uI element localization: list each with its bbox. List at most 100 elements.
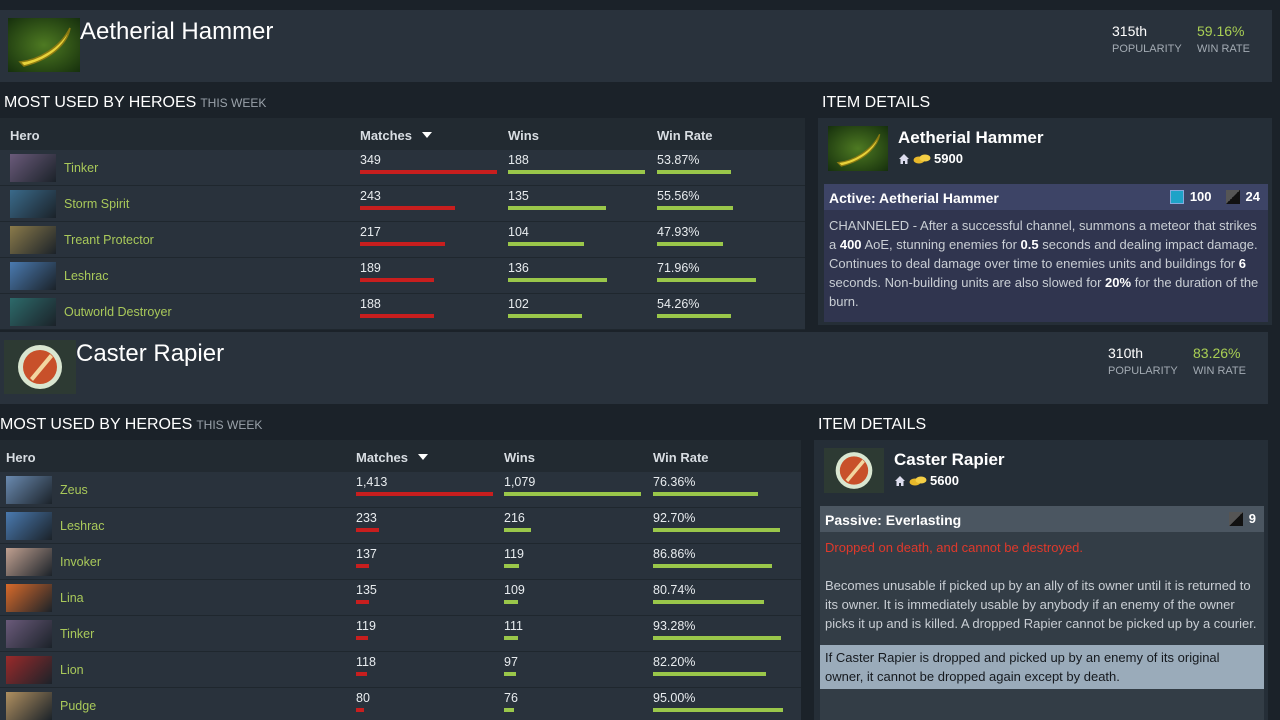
item-icon-art: [4, 340, 76, 394]
wins-value: 136: [508, 261, 529, 275]
hero-name[interactable]: Lion: [60, 663, 84, 677]
hero-table: Hero Matches Wins Win Rate Zeus 1,413 1,079 76.…: [0, 440, 801, 720]
matches-value: 189: [360, 261, 381, 275]
description-highlight: 6: [1238, 256, 1246, 271]
popularity-label: POPULARITY: [1112, 43, 1182, 55]
details-name: Aetherial Hammer: [898, 128, 1044, 147]
hero-name[interactable]: Lina: [60, 591, 84, 605]
wins-bar: [508, 278, 608, 282]
coin: [915, 476, 927, 483]
table-header: Hero Matches Wins Win Rate: [0, 440, 801, 472]
hero-name[interactable]: Zeus: [60, 483, 88, 497]
icon-hammer: [18, 27, 71, 67]
win-rate-value: 86.86%: [653, 547, 696, 561]
hero-name[interactable]: Leshrac: [60, 519, 105, 533]
hero-name[interactable]: Outworld Destroyer: [64, 305, 172, 319]
hero-row: Treant Protector 217 104 47.93%: [0, 222, 805, 258]
hero-row: Zeus 1,413 1,079 76.36%: [0, 472, 801, 508]
section-title-text: MOST USED BY HEROES: [0, 416, 193, 433]
wins-value: 76: [504, 691, 518, 705]
matches-bar: [356, 600, 370, 604]
win-rate-value: 54.26%: [657, 297, 700, 311]
hero-name[interactable]: Tinker: [64, 161, 99, 175]
column-header[interactable]: Win Rate: [653, 450, 709, 465]
hero-name[interactable]: Leshrac: [64, 269, 109, 283]
win-rate-bar: [653, 492, 758, 496]
column-header[interactable]: Wins: [504, 450, 535, 465]
hero-row: Tinker 119 111 93.28%: [0, 616, 801, 652]
item-win-rate: 83.26%: [1193, 345, 1241, 361]
shop-icon: [895, 475, 905, 486]
hero-portrait: [10, 154, 56, 182]
hero-name[interactable]: Treant Protector: [64, 233, 154, 247]
win-rate-value: 76.36%: [653, 475, 696, 489]
cost-value: 5900: [934, 151, 963, 166]
matches-bar: [356, 564, 370, 568]
win-rate-bar: [657, 278, 756, 282]
ability-description: CHANNELED - After a successful channel, …: [829, 216, 1263, 311]
ability-body: Dropped on death, and cannot be destroye…: [820, 532, 1264, 695]
description-text: seconds and dealing impact damage. Conti…: [829, 237, 1258, 271]
details-title: ITEM DETAILS: [818, 416, 927, 433]
matches-value: 137: [356, 547, 377, 561]
matches-value: 217: [360, 225, 381, 239]
ability-description: Becomes unusable if picked up by an ally…: [825, 576, 1259, 633]
ability-box: Active: Aetherial Hammer 100 24 CHANNELED -…: [824, 184, 1268, 322]
popularity-rank: 315th: [1112, 23, 1148, 39]
column-header: Hero: [6, 450, 36, 465]
hero-name[interactable]: Invoker: [60, 555, 101, 569]
wins-value: 1,079: [504, 475, 536, 489]
hero-portrait: [6, 548, 52, 576]
ability-box: Passive: Everlasting 9 Dropped on death, a…: [820, 506, 1264, 720]
wins-value: 135: [508, 189, 529, 203]
matches-value: 118: [356, 655, 376, 669]
description-text: Becomes unusable if picked up by an ally…: [825, 578, 1257, 631]
hero-name[interactable]: Tinker: [60, 627, 95, 641]
win-rate-bar: [653, 564, 772, 568]
wins-value: 216: [504, 511, 525, 525]
hero-row: Tinker 349 188 53.87%: [0, 150, 805, 186]
column-header[interactable]: Matches: [360, 128, 413, 143]
win-rate-bar: [653, 708, 784, 712]
column-header[interactable]: Win Rate: [657, 128, 713, 143]
matches-bar: [360, 206, 456, 210]
wins-bar: [504, 672, 517, 676]
item-icon: [4, 340, 76, 394]
hero-row: Storm Spirit 243 135 55.56%: [0, 186, 805, 222]
description-highlight: 0.5: [1020, 237, 1039, 252]
gold-icon: [913, 154, 931, 163]
win-rate-value: 82.20%: [653, 655, 696, 669]
wins-value: 102: [508, 297, 529, 311]
details-title: ITEM DETAILS: [822, 94, 931, 111]
coin: [919, 154, 931, 161]
win-rate-bar: [657, 314, 732, 318]
description-text: CHANNELED - After a successful channel, …: [829, 218, 1257, 252]
item-icon: [8, 18, 80, 72]
icon-bg: [828, 126, 888, 171]
icon-blade: [30, 354, 53, 381]
ability-title: Active: Aetherial Hammer: [829, 190, 999, 206]
wins-bar: [504, 708, 514, 712]
win-rate-bar: [653, 672, 766, 676]
hero-name[interactable]: Storm Spirit: [64, 197, 130, 211]
win-rate-value: 53.87%: [657, 153, 700, 167]
mana-icon: [1169, 189, 1184, 204]
shop-icon: [899, 153, 909, 164]
win-rate-bar: [657, 242, 723, 246]
ability-header: Active: Aetherial Hammer 100 24: [824, 184, 1268, 210]
column-header[interactable]: Matches: [356, 450, 409, 465]
hero-name[interactable]: Pudge: [60, 699, 97, 713]
win-rate-label: WIN RATE: [1197, 43, 1250, 55]
section-title: MOST USED BY HEROES THIS WEEK: [4, 94, 266, 112]
win-rate-label: WIN RATE: [1193, 365, 1246, 377]
matches-value: 119: [356, 619, 376, 633]
win-rate-value: 95.00%: [653, 691, 696, 705]
column-header[interactable]: Wins: [508, 128, 539, 143]
popularity-rank: 310th: [1108, 345, 1144, 361]
wins-value: 119: [504, 547, 524, 561]
details-panel: Aetherial Hammer 5900 Active: Aetherial Ha…: [818, 118, 1272, 325]
wins-bar: [504, 564, 520, 568]
column-header: Hero: [10, 128, 40, 143]
item-icon-art: [828, 126, 888, 171]
matches-bar: [360, 278, 435, 282]
